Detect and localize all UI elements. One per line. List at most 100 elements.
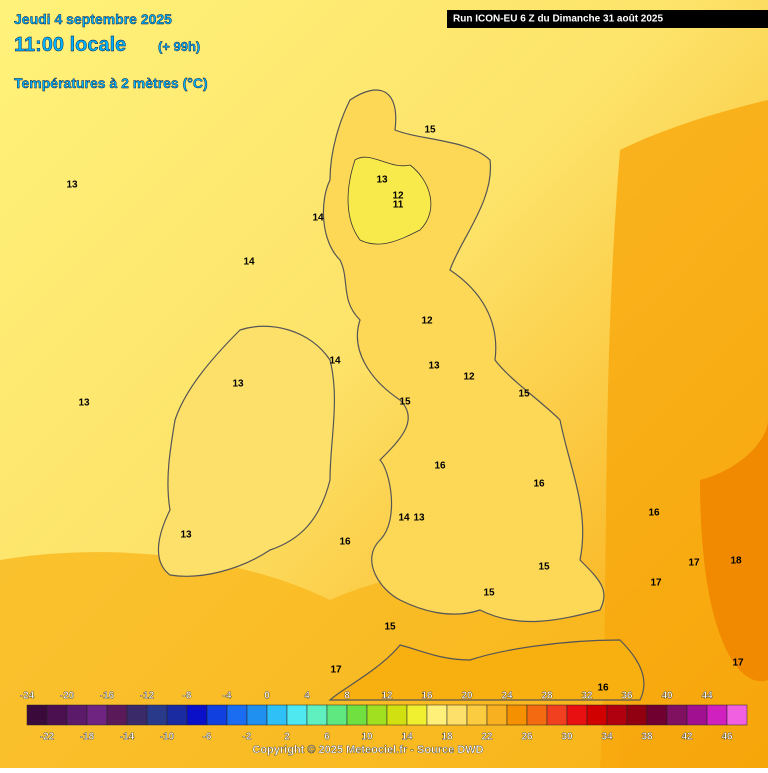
- scale-label: 28: [541, 691, 553, 702]
- contour-label: 16: [648, 508, 660, 519]
- scale-label: 14: [401, 732, 413, 743]
- scale-swatch: [406, 704, 428, 726]
- scale-label: -24: [20, 691, 35, 702]
- contour-label: 15: [518, 389, 530, 400]
- scale-label: -8: [183, 691, 192, 702]
- highlands: [347, 156, 432, 245]
- contour-label: 17: [650, 578, 662, 589]
- scale-swatch: [706, 704, 728, 726]
- run-banner: [447, 10, 768, 28]
- contour-label: 15: [483, 588, 495, 599]
- scale-label: -20: [60, 691, 75, 702]
- contour-label: 16: [597, 683, 609, 694]
- scale-swatch: [366, 704, 388, 726]
- contour-label: 16: [339, 537, 351, 548]
- scale-swatch: [506, 704, 528, 726]
- scale-label: -10: [160, 732, 175, 743]
- scale-swatch: [186, 704, 208, 726]
- contour-label: 13: [376, 175, 388, 186]
- contour-label: 14: [398, 513, 410, 524]
- parameter: Températures à 2 mètres (°C): [14, 75, 208, 91]
- france-coast: [328, 639, 645, 701]
- scale-swatch: [226, 704, 248, 726]
- scale-swatch: [306, 704, 328, 726]
- scale-label: 24: [501, 691, 513, 702]
- scale-label: 46: [721, 732, 733, 743]
- scale-label: 16: [421, 691, 433, 702]
- hot-zone: [700, 420, 768, 682]
- date: Jeudi 4 septembre 2025: [14, 11, 172, 27]
- contour-label: 14: [312, 213, 324, 224]
- scale-label: 34: [601, 732, 613, 743]
- scale-label: -14: [120, 732, 135, 743]
- scale-label: -22: [40, 732, 55, 743]
- contour-label: 11: [393, 200, 404, 211]
- scale-swatch: [106, 704, 128, 726]
- contour-label: 13: [180, 530, 192, 541]
- scale-label: 38: [641, 732, 653, 743]
- scale-swatch: [346, 704, 368, 726]
- scale-swatch: [326, 704, 348, 726]
- local-time: 11:00 locale: [14, 34, 126, 56]
- contour-label: 13: [232, 379, 244, 390]
- scale-label: -4: [223, 691, 232, 702]
- contour-label: 17: [688, 558, 700, 569]
- scale-label: 30: [561, 732, 573, 743]
- contour-label: 13: [413, 513, 425, 524]
- scale-swatch: [486, 704, 508, 726]
- scale-label: 26: [521, 732, 533, 743]
- scale-label: 42: [681, 732, 693, 743]
- scale-swatch: [46, 704, 68, 726]
- scale-swatch: [686, 704, 708, 726]
- scale-swatch: [666, 704, 688, 726]
- scale-label: -2: [243, 732, 252, 743]
- lead-time: (+ 99h): [158, 39, 200, 54]
- scale-swatch: [526, 704, 548, 726]
- contour-label: 15: [399, 397, 411, 408]
- scale-label: 44: [701, 691, 713, 702]
- scale-label: 12: [381, 691, 393, 702]
- scale-label: -16: [100, 691, 115, 702]
- contour-label: 14: [329, 356, 341, 367]
- scale-label: 2: [284, 732, 290, 743]
- contour-label: 18: [730, 556, 742, 567]
- scale-swatch: [246, 704, 268, 726]
- scale-swatch: [166, 704, 188, 726]
- scale-label: 4: [304, 691, 310, 702]
- contour-label: 12: [392, 191, 404, 202]
- scale-swatch: [206, 704, 228, 726]
- scale-label: 18: [441, 732, 453, 743]
- color-scale: -24 -20 -16 -12 -8 -4 0 4 8 12 16 20 24 28 32 36 40 44-22…: [20, 690, 748, 743]
- copyright: Copyright © 2025 Meteociel.fr - Source D…: [252, 744, 483, 756]
- scale-swatch: [126, 704, 148, 726]
- contour-label: 15: [384, 622, 396, 633]
- scale-label: 8: [344, 691, 350, 702]
- contour-label: 16: [533, 479, 545, 490]
- contour-label: 15: [538, 562, 550, 573]
- scale-swatch: [66, 704, 88, 726]
- scale-label: -12: [140, 691, 155, 702]
- contour-label: 13: [78, 398, 90, 409]
- scale-swatch: [446, 704, 468, 726]
- scale-swatch: [26, 704, 48, 726]
- scale-label: 10: [361, 732, 373, 743]
- contour-label: 12: [421, 316, 433, 327]
- scale-swatch: [626, 704, 648, 726]
- scale-label: 0: [264, 691, 270, 702]
- scale-swatch: [566, 704, 588, 726]
- ireland: [157, 325, 336, 577]
- scale-swatch: [646, 704, 668, 726]
- scale-swatch: [726, 704, 748, 726]
- scale-swatch: [86, 704, 108, 726]
- contour-label: 15: [424, 125, 436, 136]
- contour-label: 16: [434, 461, 446, 472]
- scale-swatch: [426, 704, 448, 726]
- contour-label: 17: [330, 665, 342, 676]
- scale-swatch: [466, 704, 488, 726]
- contour-label: 17: [732, 658, 744, 669]
- run-info: Run ICON-EU 6 Z du Dimanche 31 août 2025: [453, 14, 663, 25]
- scale-label: -6: [203, 732, 212, 743]
- scale-label: 40: [661, 691, 673, 702]
- scale-swatch: [146, 704, 168, 726]
